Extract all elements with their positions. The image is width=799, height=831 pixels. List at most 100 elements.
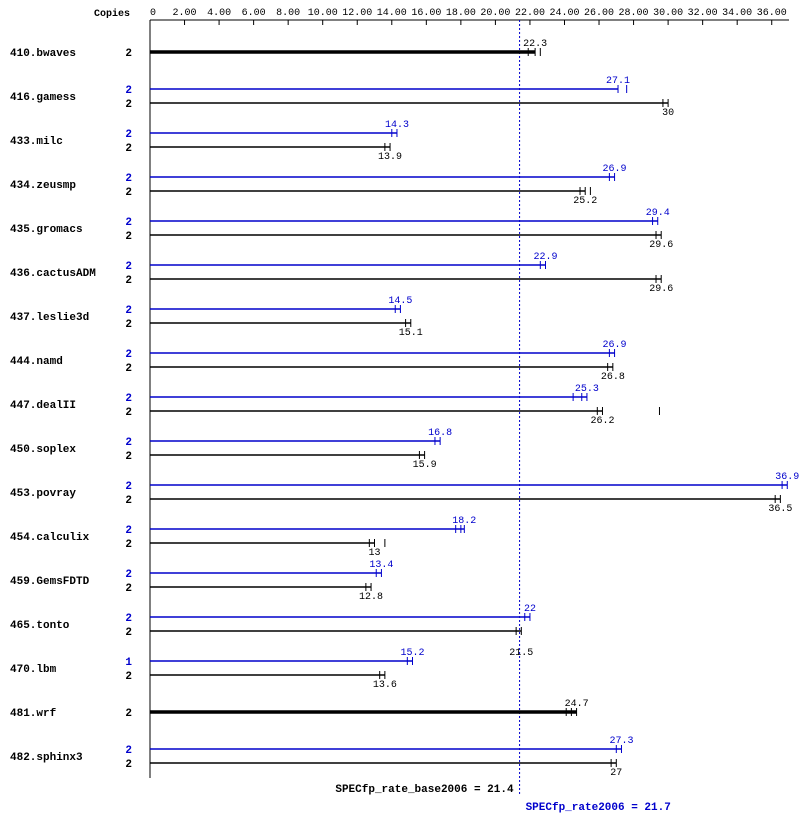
benchmark-name: 465.tonto: [10, 620, 70, 632]
peak-copies: 2: [125, 613, 132, 625]
base-copies: 2: [125, 187, 132, 199]
peak-value-label: 36.9: [775, 472, 799, 483]
footer-peak-label: SPECfp_rate2006 = 21.7: [526, 802, 671, 814]
base-copies: 2: [125, 143, 132, 155]
benchmark-name: 416.gamess: [10, 92, 76, 104]
x-tick-label: 14.00: [377, 8, 407, 19]
x-tick-label: 36.00: [757, 8, 787, 19]
base-copies: 2: [125, 363, 132, 375]
benchmark-name: 434.zeusmp: [10, 180, 76, 192]
peak-copies: 1: [125, 657, 132, 669]
peak-copies: 2: [125, 261, 132, 273]
peak-copies: 2: [125, 349, 132, 361]
x-tick-label: 22.00: [515, 8, 545, 19]
peak-value-label: 22: [524, 604, 536, 615]
x-tick-label: 12.00: [342, 8, 372, 19]
peak-value-label: 27.1: [606, 76, 630, 87]
base-value-label: 27: [610, 768, 622, 779]
x-tick-label: 8.00: [276, 8, 300, 19]
peak-copies: 2: [125, 745, 132, 757]
peak-value-label: 14.3: [385, 120, 409, 131]
peak-value-label: 27.3: [609, 736, 633, 747]
base-copies: 2: [125, 275, 132, 287]
peak-value-label: 25.3: [575, 384, 599, 395]
peak-copies: 2: [125, 569, 132, 581]
x-tick-label: 18.00: [446, 8, 476, 19]
base-copies: 2: [125, 708, 132, 720]
peak-value-label: 22.9: [533, 252, 557, 263]
x-tick-label: 6.00: [242, 8, 266, 19]
base-copies: 2: [125, 627, 132, 639]
base-value-label: 15.9: [413, 460, 437, 471]
base-copies: 2: [125, 231, 132, 243]
base-value-label: 26.8: [601, 372, 625, 383]
base-copies: 2: [125, 99, 132, 111]
x-tick-label: 4.00: [207, 8, 231, 19]
peak-value-label: 26.9: [603, 340, 627, 351]
peak-copies: 2: [125, 129, 132, 141]
base-copies: 2: [125, 583, 132, 595]
spec-rate-chart: Copies 0 2.00 4.00 6.00 8.00 10.00 12.00 14.00 16…: [0, 0, 799, 831]
x-tick-label: 34.00: [722, 8, 752, 19]
x-tick-label: 24.00: [549, 8, 579, 19]
peak-value-label: 26.9: [603, 164, 627, 175]
benchmark-name: 482.sphinx3: [10, 752, 83, 764]
x-tick-label: 0: [150, 8, 156, 19]
benchmark-name: 410.bwaves: [10, 48, 76, 60]
x-tick-label: 20.00: [480, 8, 510, 19]
base-value-label: 21.5: [509, 648, 533, 659]
benchmark-name: 444.namd: [10, 356, 63, 368]
peak-copies: 2: [125, 481, 132, 493]
benchmark-name: 447.dealII: [10, 400, 76, 412]
base-copies: 2: [125, 48, 132, 60]
x-tick-label: 26.00: [584, 8, 614, 19]
peak-copies: 2: [125, 525, 132, 537]
benchmark-name: 436.cactusADM: [10, 268, 96, 280]
footer-base-label: SPECfp_rate_base2006 = 21.4: [335, 784, 514, 796]
x-tick-label: 16.00: [411, 8, 441, 19]
base-value-label: 25.2: [573, 196, 597, 207]
peak-value-label: 16.8: [428, 428, 452, 439]
peak-copies: 2: [125, 437, 132, 449]
base-value-label: 13.9: [378, 152, 402, 163]
base-value-label: 24.7: [565, 699, 589, 710]
base-value-label: 29.6: [649, 240, 673, 251]
base-copies: 2: [125, 539, 132, 551]
peak-value-label: 29.4: [646, 208, 670, 219]
peak-copies: 2: [125, 305, 132, 317]
base-value-label: 15.1: [399, 328, 423, 339]
peak-value-label: 14.5: [388, 296, 412, 307]
base-copies: 2: [125, 671, 132, 683]
base-copies: 2: [125, 407, 132, 419]
base-value-label: 13: [369, 548, 381, 559]
base-value-label: 13.6: [373, 680, 397, 691]
copies-header: Copies: [94, 8, 130, 20]
peak-value-label: 18.2: [452, 516, 476, 527]
benchmark-name: 454.calculix: [10, 532, 90, 544]
peak-copies: 2: [125, 173, 132, 185]
benchmark-name: 459.GemsFDTD: [10, 576, 90, 588]
base-value-label: 30: [662, 108, 674, 119]
base-copies: 2: [125, 495, 132, 507]
peak-copies: 2: [125, 393, 132, 405]
base-value-label: 29.6: [649, 284, 673, 295]
benchmark-name: 450.soplex: [10, 444, 76, 456]
base-copies: 2: [125, 319, 132, 331]
base-value-label: 26.2: [590, 416, 614, 427]
base-value-label: 36.5: [768, 504, 792, 515]
base-value-label: 12.8: [359, 592, 383, 603]
base-copies: 2: [125, 451, 132, 463]
x-tick-label: 32.00: [688, 8, 718, 19]
benchmark-name: 481.wrf: [10, 708, 57, 720]
x-tick-label: 10.00: [308, 8, 338, 19]
peak-copies: 2: [125, 85, 132, 97]
base-value-label: 22.3: [523, 39, 547, 50]
x-tick-label: 30.00: [653, 8, 683, 19]
benchmark-name: 470.lbm: [10, 664, 57, 676]
benchmark-name: 453.povray: [10, 488, 76, 500]
benchmark-name: 437.leslie3d: [10, 312, 89, 324]
x-tick-label: 28.00: [619, 8, 649, 19]
peak-value-label: 15.2: [401, 648, 425, 659]
x-tick-label: 2.00: [173, 8, 197, 19]
benchmark-name: 433.milc: [10, 136, 63, 148]
